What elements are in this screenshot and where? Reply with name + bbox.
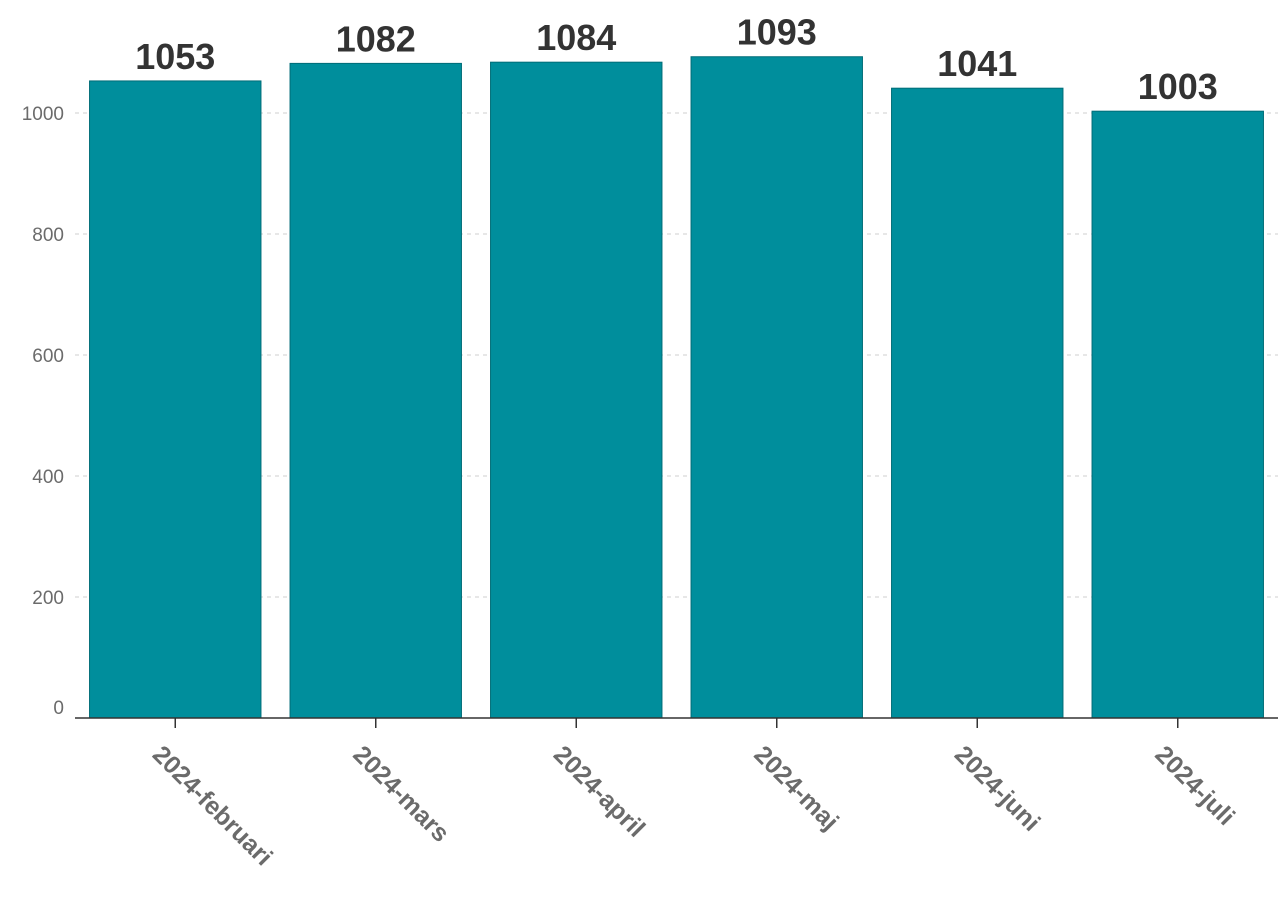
data-label-2024-mars: 1082 [336,18,416,59]
bar-2024-juli [1091,110,1264,719]
bar-2024-februari [89,80,262,719]
x-tick-label-2024-mars: 2024-mars [348,740,455,847]
y-tick-label-800: 800 [32,225,64,246]
x-tick-label-2024-juli: 2024-juli [1150,740,1241,831]
y-tick-label-400: 400 [32,467,64,488]
data-label-2024-februari: 1053 [135,36,215,77]
data-label-2024-juni: 1041 [937,43,1017,84]
grid-lines [75,112,1278,598]
bar-2024-juni [891,87,1064,719]
x-tick-label-2024-maj: 2024-maj [749,740,844,835]
data-label-2024-april: 1084 [536,17,616,58]
data-labels: 1053 1082 1084 1093 1041 1003 [135,12,1218,107]
bar-2024-mars [289,62,462,719]
y-tick-label-200: 200 [32,588,64,609]
y-tick-label-600: 600 [32,346,64,367]
data-label-2024-maj: 1093 [737,12,817,53]
x-tick-label-2024-april: 2024-april [548,740,650,842]
data-label-2024-juli: 1003 [1138,66,1218,107]
bars [89,56,1264,719]
y-axis: 0 200 400 600 800 1000 [22,104,64,719]
x-tick-label-2024-februari: 2024-februari [147,740,278,871]
x-tick-label-2024-juni: 2024-juni [949,740,1045,836]
y-tick-label-1000: 1000 [22,104,64,125]
y-tick-label-0: 0 [53,698,64,719]
x-axis: 2024-februari 2024-mars 2024-april 2024-maj… [75,717,1278,871]
bar-2024-april [490,61,663,719]
bar-2024-maj [690,56,863,719]
